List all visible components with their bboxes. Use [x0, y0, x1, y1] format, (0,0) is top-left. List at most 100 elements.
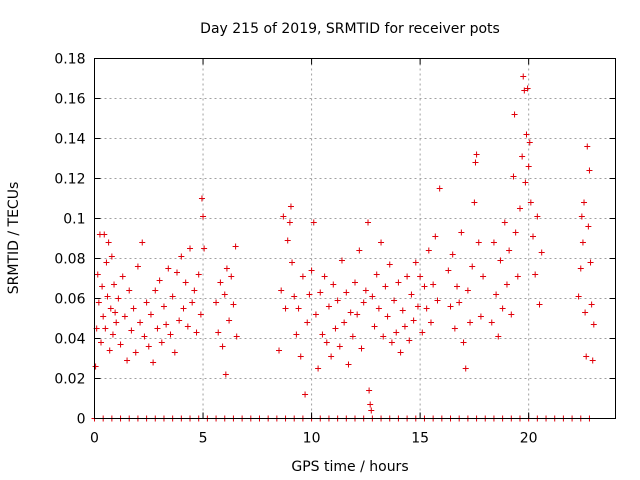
data-point [200, 213, 207, 220]
data-point [163, 321, 170, 328]
data-point [299, 273, 306, 280]
data-point [588, 301, 595, 308]
data-point [291, 293, 298, 300]
y-tick-label: 0.08 [54, 252, 85, 268]
data-point [583, 353, 590, 360]
plot-frame [94, 58, 616, 419]
data-point [325, 303, 332, 310]
data-point [180, 305, 187, 312]
data-point [417, 273, 424, 280]
data-point [228, 273, 235, 280]
y-tick-label: 0.14 [54, 132, 85, 148]
data-point [160, 303, 167, 310]
data-point [278, 287, 285, 294]
data-point [282, 305, 289, 312]
data-point [191, 287, 198, 294]
data-point [408, 291, 415, 298]
data-point [124, 357, 131, 364]
data-point [112, 309, 119, 316]
data-point [530, 233, 537, 240]
data-point [378, 239, 385, 246]
data-point [384, 313, 391, 320]
data-point [436, 185, 443, 192]
data-point [193, 329, 200, 336]
data-point [527, 199, 534, 206]
data-point [197, 311, 204, 318]
data-point [369, 293, 376, 300]
data-point [323, 339, 330, 346]
data-point [524, 85, 531, 92]
data-point [167, 331, 174, 338]
data-point [94, 271, 101, 278]
data-point [98, 339, 105, 346]
data-point [365, 219, 372, 226]
data-point [469, 263, 476, 270]
axis-ticks: 0 0.02 0.04 0.06 0.08 0.1 0.12 0.14 0.16 0.18 0 5 10… [54, 52, 616, 447]
x-tick-label: 0 [90, 431, 99, 447]
data-point [375, 305, 382, 312]
data-point [421, 283, 428, 290]
data-point [532, 271, 539, 278]
data-point [590, 321, 597, 328]
data-point [293, 331, 300, 338]
y-tick-label: 0.04 [54, 332, 85, 348]
data-point [458, 229, 465, 236]
data-point [579, 239, 586, 246]
data-point [419, 329, 426, 336]
data-point [310, 219, 317, 226]
data-point [230, 301, 237, 308]
y-tick-label: 0.12 [54, 172, 85, 188]
x-tick-label: 10 [303, 431, 321, 447]
data-point [276, 347, 283, 354]
data-point [115, 295, 122, 302]
data-point [134, 263, 141, 270]
data-point [423, 305, 430, 312]
data-point [516, 205, 523, 212]
data-point [130, 305, 137, 312]
data-point [388, 339, 395, 346]
data-point [473, 151, 480, 158]
y-tick-label: 0.18 [54, 52, 85, 68]
data-point [522, 179, 529, 186]
data-point [581, 199, 588, 206]
data-point [460, 339, 467, 346]
data-point [330, 281, 337, 288]
data-point [536, 301, 543, 308]
data-point [456, 299, 463, 306]
data-point [107, 305, 114, 312]
data-point [501, 219, 508, 226]
data-point [523, 131, 530, 138]
data-point [538, 249, 545, 256]
data-point [467, 319, 474, 326]
data-point [109, 331, 116, 338]
data-point [119, 273, 126, 280]
data-point [147, 311, 154, 318]
data-point [462, 365, 469, 372]
data-point [341, 319, 348, 326]
data-point [100, 313, 107, 320]
y-tick-label: 0.06 [54, 292, 85, 308]
data-point [577, 265, 584, 272]
data-point [354, 311, 361, 318]
data-point [189, 299, 196, 306]
data-point [525, 163, 532, 170]
data-point [410, 317, 417, 324]
data-point [368, 407, 375, 414]
data-point [449, 251, 456, 258]
data-point [503, 281, 510, 288]
data-point [154, 325, 161, 332]
data-point [520, 73, 527, 80]
data-point [584, 143, 591, 150]
data-point [587, 259, 594, 266]
data-point [304, 319, 311, 326]
data-point [302, 391, 309, 398]
data-point [173, 269, 180, 276]
data-point [432, 233, 439, 240]
data-point [343, 289, 350, 296]
data-point [319, 331, 326, 338]
data-point [510, 173, 517, 180]
data-point [117, 341, 124, 348]
data-point [111, 281, 118, 288]
data-point [182, 279, 189, 286]
data-point [347, 309, 354, 316]
